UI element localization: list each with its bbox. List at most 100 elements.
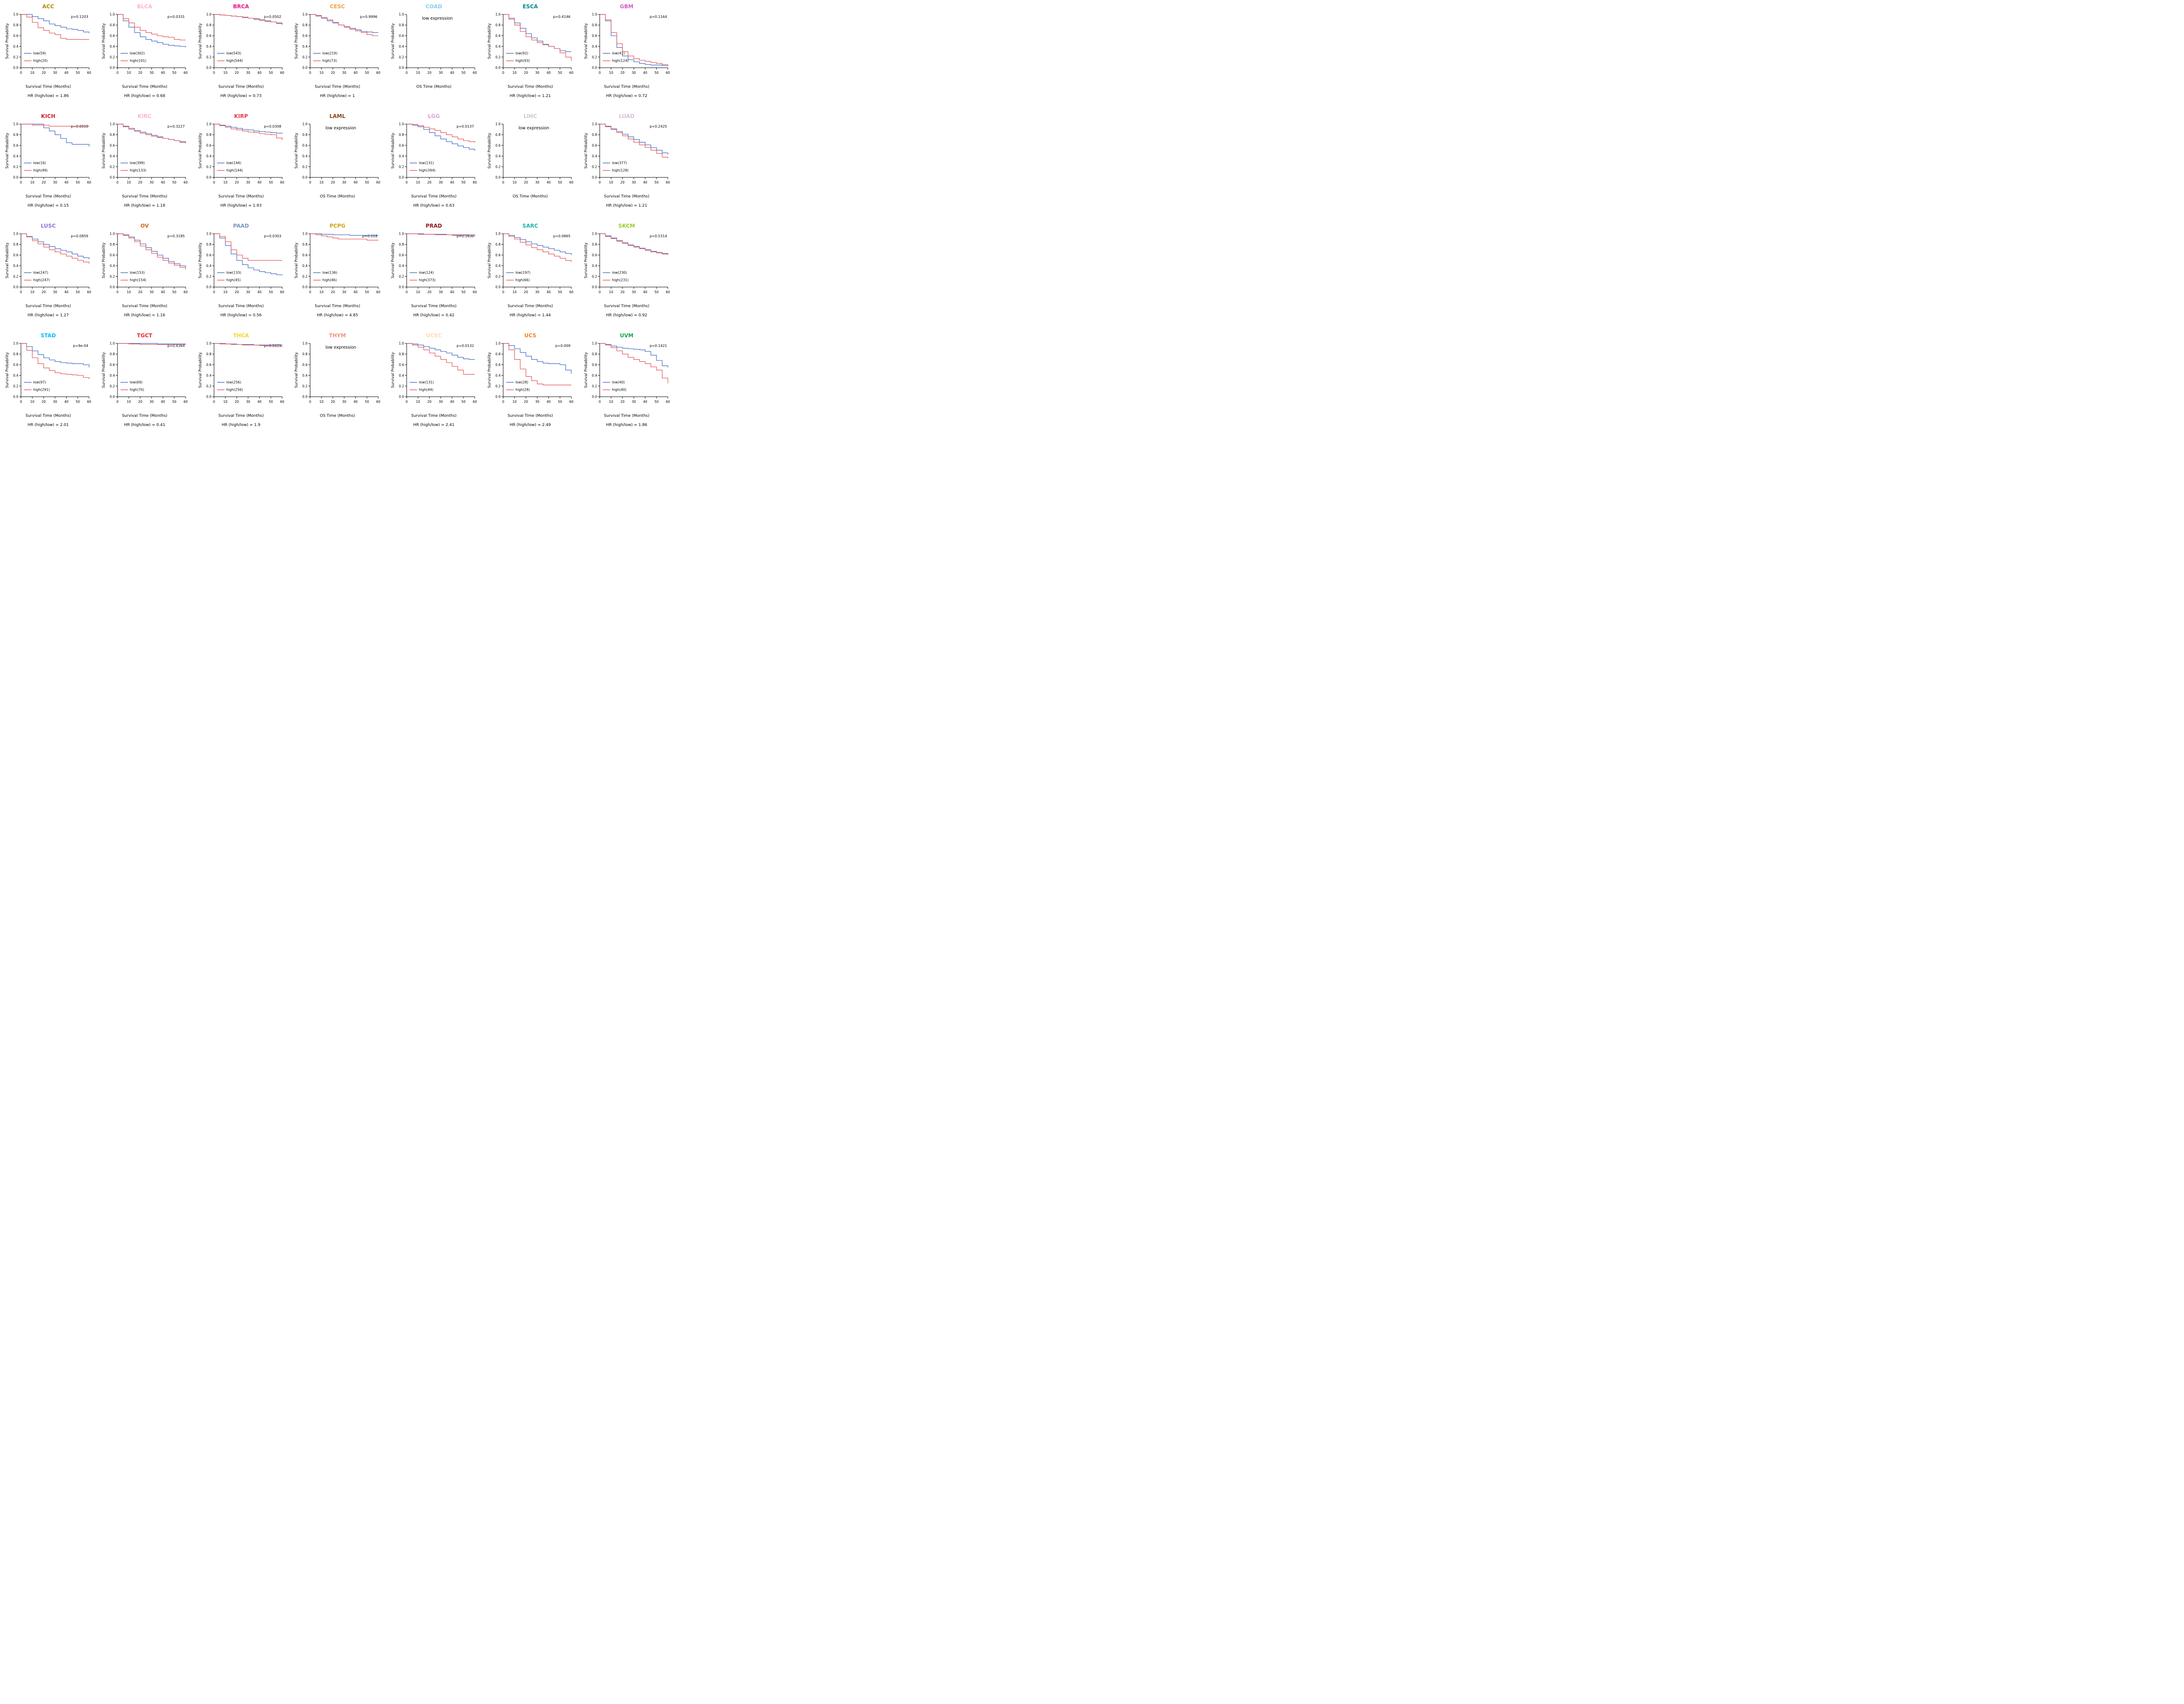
legend-label-low: low(543) xyxy=(226,52,241,55)
panel-title: LUAD xyxy=(619,113,635,119)
y-tick-label: 0.2 xyxy=(495,55,501,59)
p-value-label: p=0.3227 xyxy=(167,125,185,128)
y-tick-label: 0.0 xyxy=(110,66,115,70)
x-axis-label: Survival Time (Months) xyxy=(507,304,553,308)
km-survival-figure: ACC Survival Probability 0.0 0.2 0.4 0.6 0.8 1.… xyxy=(0,0,675,439)
x-tick-label: 10 xyxy=(416,71,420,75)
km-plot-SKCM: Survival Probability 0.0 0.2 0.4 0.6 0.8 1.0 0 1… xyxy=(584,232,670,294)
y-tick-label: 1.0 xyxy=(13,232,18,236)
x-tick-label: 40 xyxy=(161,180,165,184)
x-axis-label: Survival Time (Months) xyxy=(604,304,650,308)
x-tick-label: 30 xyxy=(535,400,539,404)
hazard-ratio-label: HR (high/low) = 1.86 xyxy=(606,423,647,427)
legend-label-low: low(377) xyxy=(612,161,627,165)
y-tick-label: 1.0 xyxy=(110,342,115,346)
p-value-label: p=0.4146 xyxy=(553,15,570,19)
x-tick-label: 20 xyxy=(524,71,528,75)
km-plot-KICH: Survival Probability 0.0 0.2 0.4 0.6 0.8 1.0 0 1… xyxy=(5,122,91,184)
y-tick-label: 0.8 xyxy=(399,133,404,137)
y-tick-label: 0.4 xyxy=(13,45,18,48)
y-tick-label: 0.6 xyxy=(592,144,597,148)
x-tick-label: 0 xyxy=(117,290,119,294)
x-tick-label: 50 xyxy=(558,290,562,294)
y-tick-label: 1.0 xyxy=(110,122,115,126)
km-curve-low xyxy=(310,233,379,236)
x-tick-label: 40 xyxy=(65,180,69,184)
y-tick-label: 0.2 xyxy=(303,55,308,59)
hazard-ratio-label: HR (high/low) = 1 xyxy=(320,94,355,98)
panel-title: ACC xyxy=(42,3,54,10)
panel-title: THCA xyxy=(233,332,249,339)
y-tick-label: 1.0 xyxy=(303,342,308,346)
x-tick-label: 0 xyxy=(502,400,505,404)
y-tick-label: 0.8 xyxy=(495,23,501,27)
legend-label-high: high(394) xyxy=(419,169,435,173)
y-tick-label: 0.6 xyxy=(303,253,308,257)
hazard-ratio-label: HR (high/low) = 2.49 xyxy=(509,423,551,427)
x-axis-label: Survival Time (Months) xyxy=(604,414,650,418)
y-tick-label: 0.4 xyxy=(110,374,115,378)
legend-label-low: low(197) xyxy=(515,271,530,275)
hazard-ratio-label: HR (high/low) = 0.15 xyxy=(28,204,69,208)
y-tick-label: 0.6 xyxy=(592,34,597,38)
x-tick-label: 10 xyxy=(320,400,324,404)
x-tick-label: 30 xyxy=(632,400,636,404)
x-tick-label: 50 xyxy=(558,71,562,75)
x-axis-label: Survival Time (Months) xyxy=(411,414,457,418)
legend-label-high: high(20) xyxy=(33,59,48,63)
legend-label-high: high(144) xyxy=(226,169,243,173)
y-tick-label: 0.2 xyxy=(303,165,308,169)
y-tick-label: 0.6 xyxy=(303,363,308,367)
legend-label-low: low(40) xyxy=(612,381,625,384)
legend-label-low: low(219) xyxy=(322,52,337,55)
y-axis-label: Survival Probability xyxy=(198,23,203,59)
x-tick-label: 30 xyxy=(149,180,154,184)
km-panel-KIRC: KIRC Survival Probability 0.0 0.2 0.4 0.6 0.8 1… xyxy=(97,110,193,219)
y-axis-label: Survival Probability xyxy=(5,133,10,169)
y-tick-label: 0.6 xyxy=(13,253,18,257)
x-tick-label: 0 xyxy=(309,290,311,294)
x-tick-label: 0 xyxy=(213,180,215,184)
x-tick-label: 60 xyxy=(280,290,284,294)
legend-label-high: high(256) xyxy=(226,388,243,392)
hazard-ratio-label: HR (high/low) = 0.92 xyxy=(606,313,647,318)
y-axis-label: Survival Probability xyxy=(198,133,203,169)
km-panel-LGG: LGG Survival Probability 0.0 0.2 0.4 0.6 0.8 1.… xyxy=(386,110,482,219)
legend-label-high: high(40) xyxy=(612,388,626,392)
x-tick-label: 50 xyxy=(558,400,562,404)
panel-title: PRAD xyxy=(425,223,442,229)
y-tick-label: 0.4 xyxy=(495,154,501,158)
x-tick-label: 20 xyxy=(138,400,142,404)
panel-title: PAAD xyxy=(233,223,249,229)
x-tick-label: 10 xyxy=(31,290,35,294)
y-tick-label: 1.0 xyxy=(110,232,115,236)
x-tick-label: 20 xyxy=(235,400,239,404)
p-value-label: p=0.9996 xyxy=(360,15,378,19)
km-curve-high xyxy=(503,233,572,262)
x-tick-label: 30 xyxy=(535,180,539,184)
legend-label-low: low(399) xyxy=(130,161,145,165)
x-tick-label: 30 xyxy=(535,290,539,294)
x-tick-label: 60 xyxy=(473,71,477,75)
panel-grid: ACC Survival Probability 0.0 0.2 0.4 0.6 0.8 1.… xyxy=(0,0,675,439)
x-tick-label: 30 xyxy=(342,290,347,294)
y-tick-label: 0.4 xyxy=(206,45,211,48)
legend-label-low: low(256) xyxy=(226,381,241,384)
x-tick-label: 0 xyxy=(406,71,408,75)
x-tick-label: 10 xyxy=(609,290,613,294)
x-axis-label: Survival Time (Months) xyxy=(604,194,650,199)
y-tick-label: 0.2 xyxy=(495,274,501,278)
low-expression-note: low expression xyxy=(422,16,453,21)
x-tick-label: 20 xyxy=(620,400,625,404)
y-tick-label: 0.2 xyxy=(206,384,211,388)
y-tick-label: 0.8 xyxy=(495,242,501,246)
y-axis-label: Survival Probability xyxy=(5,242,10,278)
y-tick-label: 0.2 xyxy=(399,384,404,388)
x-tick-label: 40 xyxy=(354,71,358,75)
legend-label-low: low(302) xyxy=(130,52,145,55)
y-tick-label: 0.0 xyxy=(13,176,18,180)
p-value-label: p=0.1203 xyxy=(71,15,89,19)
x-tick-label: 0 xyxy=(309,180,311,184)
legend-label-high: high(49) xyxy=(33,169,48,173)
km-plot-PCPG: Survival Probability 0.0 0.2 0.4 0.6 0.8 1.0 0 1… xyxy=(294,232,380,294)
